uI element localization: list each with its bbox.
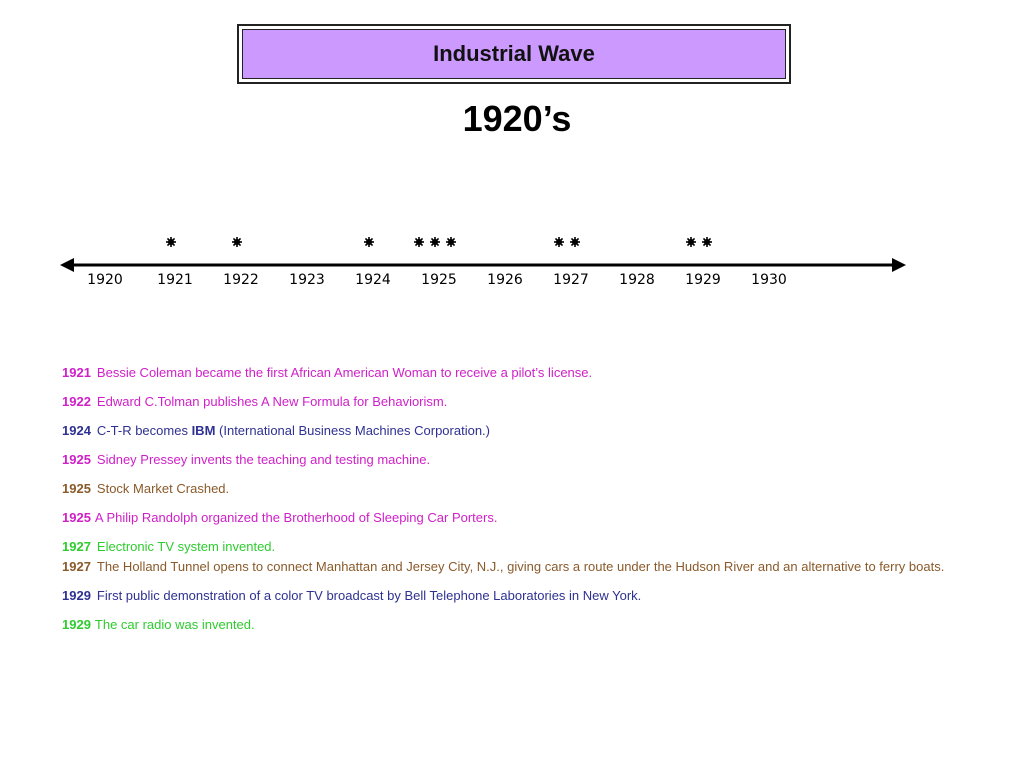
event-item: 1929 First public demonstration of a colo… xyxy=(62,589,972,603)
event-marker-icon xyxy=(414,237,424,247)
event-item: 1922 Edward C.Tolman publishes A New Form… xyxy=(62,395,972,409)
event-text: The car radio was invented. xyxy=(94,617,255,632)
timeline xyxy=(60,237,906,272)
event-text: (International Business Machines Corpora… xyxy=(215,423,490,438)
timeline-markers xyxy=(166,237,712,247)
timeline-arrow-right xyxy=(892,258,906,272)
year-label: 1923 xyxy=(289,272,325,288)
decade-heading: 1920’s xyxy=(462,98,572,139)
event-text: Edward C.Tolman publishes A New Formula … xyxy=(96,394,448,409)
event-year: 1924 xyxy=(62,423,91,438)
event-text: First public demonstration of a color TV… xyxy=(96,588,642,603)
event-item: 1924 C-T-R becomes IBM (International Bus… xyxy=(62,424,972,438)
year-label: 1924 xyxy=(355,272,391,288)
event-marker-icon xyxy=(686,237,696,247)
event-item: 1929 The car radio was invented. xyxy=(62,618,972,632)
event-text: Stock Market Crashed. xyxy=(96,481,230,496)
event-item: 1927 The Holland Tunnel opens to connect … xyxy=(62,560,972,574)
timeline-arrow-left xyxy=(60,258,74,272)
event-text: A Philip Randolph organized the Brotherh… xyxy=(94,510,498,525)
page-title: Industrial Wave xyxy=(242,29,786,79)
event-year: 1925 xyxy=(62,452,91,467)
year-label: 1925 xyxy=(421,272,457,288)
event-year: 1925 xyxy=(62,481,91,496)
year-label: 1928 xyxy=(619,272,655,288)
year-label: 1921 xyxy=(157,272,193,288)
event-text: Electronic TV system invented. xyxy=(96,539,276,554)
year-label: 1920 xyxy=(87,272,123,288)
event-marker-icon xyxy=(364,237,374,247)
event-marker-icon xyxy=(570,237,580,247)
event-year: 1927 xyxy=(62,539,91,554)
year-label: 1927 xyxy=(553,272,589,288)
event-text: Bessie Coleman became the first African … xyxy=(96,365,593,380)
event-marker-icon xyxy=(232,237,242,247)
event-year: 1922 xyxy=(62,394,91,409)
event-marker-icon xyxy=(554,237,564,247)
event-marker-icon xyxy=(166,237,176,247)
event-marker-icon xyxy=(430,237,440,247)
event-year: 1921 xyxy=(62,365,91,380)
event-marker-icon xyxy=(446,237,456,247)
year-label: 1922 xyxy=(223,272,259,288)
event-item: 1921 Bessie Coleman became the first Afri… xyxy=(62,366,972,380)
title-box: Industrial Wave xyxy=(237,24,791,84)
event-item: 1927 Electronic TV system invented. xyxy=(62,540,972,554)
year-label: 1930 xyxy=(751,272,787,288)
event-item: 1925 Stock Market Crashed. xyxy=(62,482,972,496)
event-item: 1925 Sidney Pressey invents the teaching … xyxy=(62,453,972,467)
event-year: 1929 xyxy=(62,617,91,632)
event-text: The Holland Tunnel opens to connect Manh… xyxy=(96,559,945,574)
year-label: 1926 xyxy=(487,272,523,288)
event-year: 1925 xyxy=(62,510,91,525)
event-marker-icon xyxy=(702,237,712,247)
event-text: C-T-R becomes xyxy=(96,423,192,438)
event-year: 1927 xyxy=(62,559,91,574)
event-year: 1929 xyxy=(62,588,91,603)
event-list: 1921 Bessie Coleman became the first Afri… xyxy=(62,366,972,647)
year-label: 1929 xyxy=(685,272,721,288)
event-item: 1925 A Philip Randolph organized the Brot… xyxy=(62,511,972,525)
event-text: Sidney Pressey invents the teaching and … xyxy=(96,452,431,467)
event-text-bold: IBM xyxy=(191,423,216,438)
